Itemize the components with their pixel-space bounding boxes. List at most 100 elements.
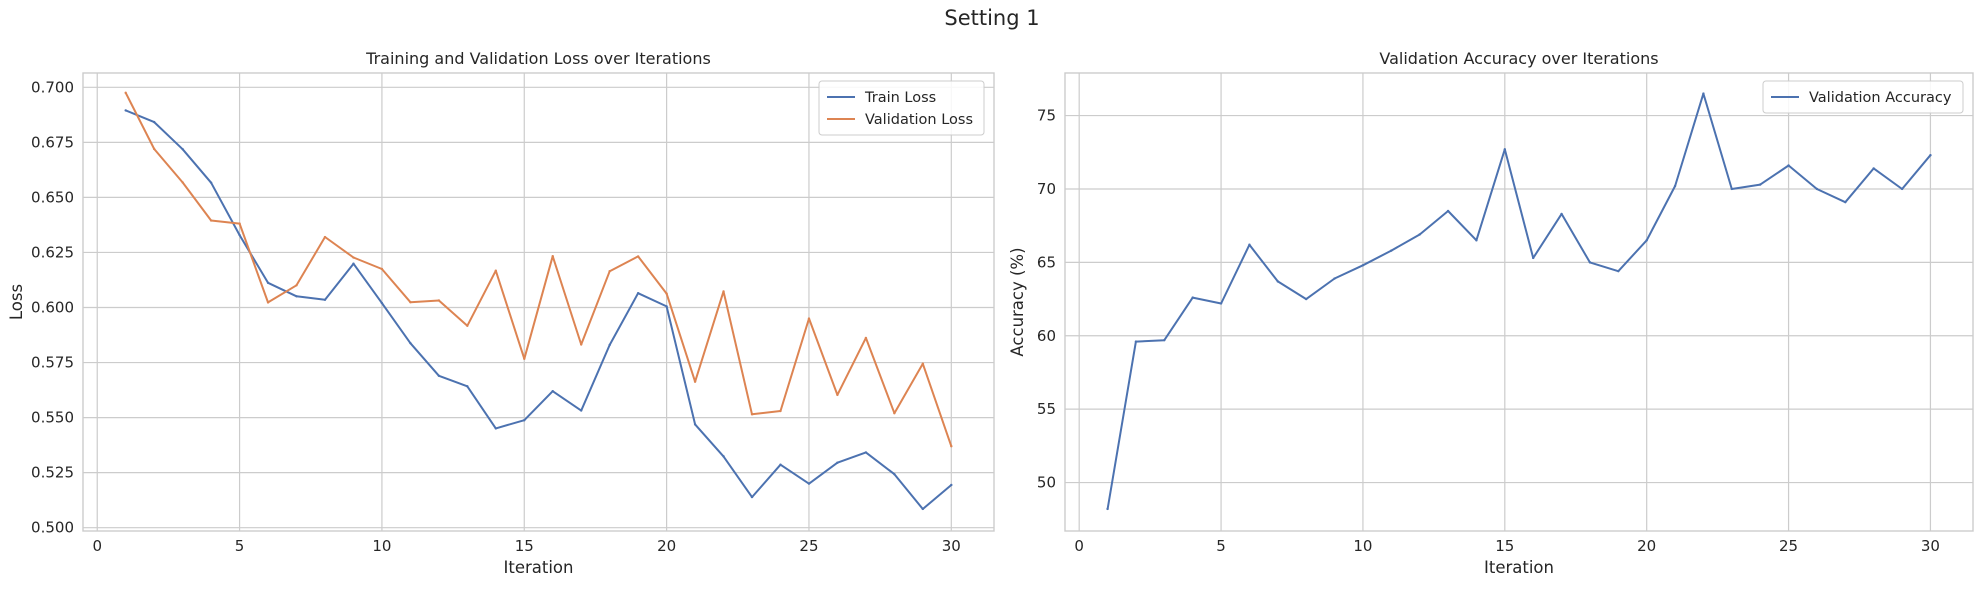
data-point [722,290,725,293]
data-point [181,181,184,184]
chart-title: Training and Validation Loss over Iterat… [365,49,711,68]
data-point [779,409,782,413]
data-point [1446,209,1450,213]
data-point [1475,239,1478,242]
x-tick-label: 25 [799,537,818,555]
data-point [1191,296,1194,299]
data-point [693,380,697,383]
data-point [1730,187,1734,191]
data-point [864,336,868,340]
data-point [238,233,241,237]
data-point [580,343,583,346]
y-tick-label: 50 [1037,474,1056,492]
data-point [750,413,754,416]
data-point [466,385,469,388]
data-point [921,362,925,365]
data-point [551,389,554,393]
data-point [608,269,611,273]
y-tick-label: 0.525 [31,464,74,482]
x-tick-label: 0 [92,537,102,555]
x-tick-label: 20 [1637,537,1656,555]
data-point [209,219,213,222]
data-point [893,472,896,476]
data-point [665,305,668,308]
series-line-validation-loss [124,91,953,448]
data-point [807,317,811,320]
y-tick-label: 0.625 [31,243,74,261]
data-point [893,411,896,415]
data-point [950,445,953,448]
x-tick-label: 20 [657,537,676,555]
data-point [352,256,355,259]
data-point [807,482,811,485]
y-tick-label: 65 [1037,253,1056,271]
data-point [1560,212,1563,216]
chart-panel-2: Validation Accuracy over Iterations 0 5 10 1… [1008,49,1974,577]
x-tick-label: 25 [1779,537,1798,555]
data-point [266,281,270,285]
legend-box [818,80,985,136]
data-point [209,181,213,184]
x-tick-label: 10 [372,537,391,555]
x-tick-label: 5 [235,537,245,555]
y-tick-label: 0.500 [31,519,74,537]
y-tick-label: 70 [1037,180,1056,198]
figure-title: Setting 1 [944,6,1040,30]
legend: Train Loss Validation Loss [818,80,985,136]
chart-panel-1: Training and Validation Loss over Iterat… [7,49,995,577]
data-point [238,222,241,225]
data-point [1106,507,1109,511]
data-point [1503,148,1507,151]
x-tick-label: 15 [1495,537,1514,555]
series-line-train-loss [124,109,953,510]
y-tick-label: 55 [1037,400,1056,418]
data-point [1929,154,1932,157]
data-point [1163,338,1166,342]
data-point [266,301,270,304]
data-point [295,284,298,287]
data-point [523,357,526,361]
legend-box [1762,80,1964,114]
data-point [950,483,953,487]
data-point [1617,269,1620,273]
data-point [1361,264,1365,267]
data-point [523,419,526,422]
data-point [1134,340,1138,343]
data-point [466,324,469,327]
data-point [551,255,554,258]
data-point [1390,249,1393,252]
data-point [1844,200,1847,204]
legend-label: Validation Loss [865,112,973,128]
y-tick-label: 0.600 [31,299,74,317]
y-axis-label: Loss [7,284,26,320]
x-tick-label: 10 [1353,537,1372,555]
data-point [1645,239,1648,242]
y-tick-label: 60 [1037,327,1056,345]
data-point [323,235,327,239]
data-point [1276,280,1280,283]
data-point [1248,243,1251,246]
data-point [124,109,127,112]
legend-label: Validation Accuracy [1809,90,1952,106]
chart-title: Validation Accuracy over Iterations [1379,49,1658,68]
data-point [836,393,839,397]
data-point [1673,184,1677,188]
y-tick-label: 0.550 [31,409,74,427]
plot-frame [1064,72,1974,532]
data-point [1872,167,1875,170]
data-point [494,269,497,272]
data-point [722,455,725,458]
data-point [1418,233,1421,236]
legend-label: Train Loss [864,90,936,106]
data-point [1900,187,1904,191]
x-axis-label: Iteration [504,558,574,577]
x-tick-label: 0 [1074,537,1084,555]
y-tick-label: 0.675 [31,133,74,151]
data-point [750,495,754,499]
x-axis-label: Iteration [1484,558,1554,577]
plot-frame [82,72,995,532]
data-point [1787,164,1790,167]
data-point [864,451,868,454]
data-point [1219,302,1223,305]
